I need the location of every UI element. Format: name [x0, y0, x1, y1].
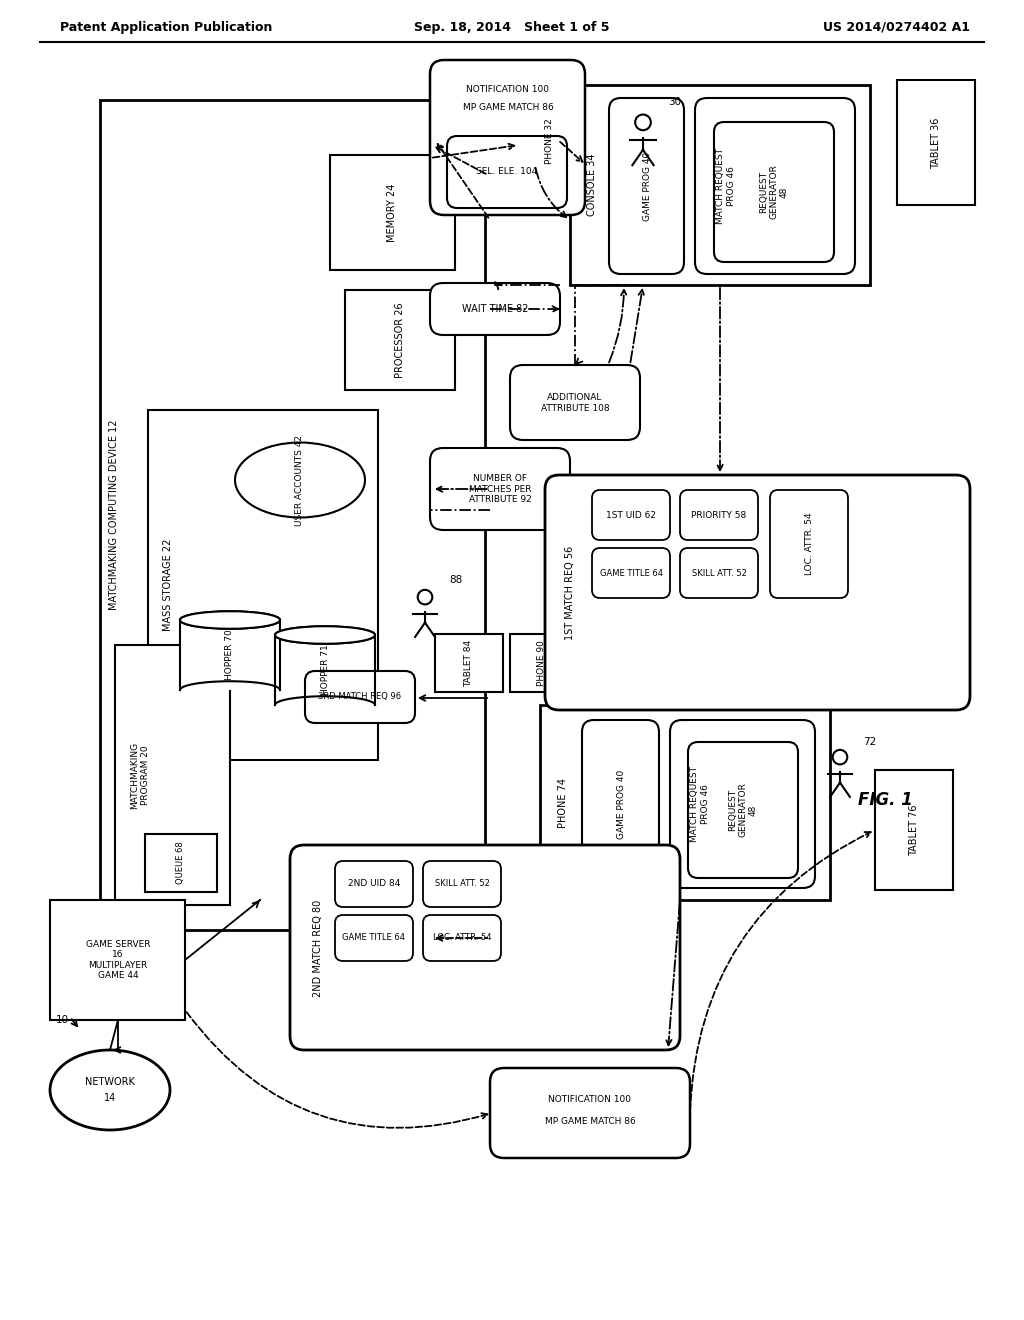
FancyBboxPatch shape [335, 915, 413, 961]
Text: SKILL ATT. 52: SKILL ATT. 52 [691, 569, 746, 578]
Text: FIG. 1: FIG. 1 [858, 791, 912, 809]
Text: MP GAME MATCH 86: MP GAME MATCH 86 [545, 1118, 635, 1126]
Text: MATCHMAKING
PROGRAM 20: MATCHMAKING PROGRAM 20 [130, 742, 150, 809]
Text: NOTIFICATION 100: NOTIFICATION 100 [549, 1096, 632, 1105]
Text: 2ND MATCH REQ 80: 2ND MATCH REQ 80 [313, 899, 323, 997]
Text: NOTIFICATION 100: NOTIFICATION 100 [467, 86, 550, 95]
Bar [100, 100, 485, 931]
Text: REQUEST
GENERATOR
48: REQUEST GENERATOR 48 [759, 165, 788, 219]
Text: MATCH REQUEST
PROG 46: MATCH REQUEST PROG 46 [690, 766, 710, 842]
Text: GAME PROG 40: GAME PROG 40 [616, 770, 626, 838]
Bar [874, 770, 953, 890]
Text: NUMBER OF
MATCHES PER
ATTRIBUTE 92: NUMBER OF MATCHES PER ATTRIBUTE 92 [469, 474, 531, 504]
Text: LOC. ATTR. 54: LOC. ATTR. 54 [805, 512, 813, 576]
Text: PHONE 32: PHONE 32 [546, 117, 555, 164]
Bar [435, 634, 503, 692]
FancyBboxPatch shape [430, 282, 560, 335]
FancyBboxPatch shape [335, 861, 413, 907]
Text: US 2014/0274402 A1: US 2014/0274402 A1 [823, 21, 970, 33]
Text: GAME SERVER
16
MULTIPLAYER
GAME 44: GAME SERVER 16 MULTIPLAYER GAME 44 [86, 940, 151, 979]
Text: HOPPER 71: HOPPER 71 [321, 644, 330, 696]
FancyBboxPatch shape [695, 98, 855, 275]
Text: 10: 10 [55, 1015, 69, 1026]
Text: 14: 14 [103, 1093, 116, 1104]
Bar [345, 290, 455, 389]
Text: NETWORK: NETWORK [85, 1077, 135, 1086]
Text: GAME TITLE 64: GAME TITLE 64 [599, 569, 663, 578]
Text: REQUEST
GENERATOR
48: REQUEST GENERATOR 48 [728, 783, 758, 837]
Text: MATCH REQUEST
PROG 46: MATCH REQUEST PROG 46 [717, 148, 735, 224]
Bar [275, 635, 375, 705]
FancyBboxPatch shape [447, 136, 567, 209]
FancyBboxPatch shape [680, 548, 758, 598]
Text: GAME PROG 40: GAME PROG 40 [642, 152, 651, 220]
Ellipse shape [180, 611, 280, 628]
Bar [510, 634, 575, 692]
Text: 2ND UID 84: 2ND UID 84 [348, 879, 400, 888]
FancyBboxPatch shape [609, 98, 684, 275]
Text: 30: 30 [668, 96, 681, 107]
Text: MASS STORAGE 22: MASS STORAGE 22 [163, 539, 173, 631]
Text: PHONE 74: PHONE 74 [558, 777, 568, 828]
FancyBboxPatch shape [510, 366, 640, 440]
Text: PRIORITY 58: PRIORITY 58 [691, 511, 746, 520]
Ellipse shape [50, 1049, 170, 1130]
Text: ADDITIONAL
ATTRIBUTE 108: ADDITIONAL ATTRIBUTE 108 [541, 393, 609, 413]
Text: CONSOLE 34: CONSOLE 34 [587, 153, 597, 216]
FancyBboxPatch shape [430, 447, 570, 531]
Text: GAME TITLE 64: GAME TITLE 64 [342, 933, 406, 942]
Text: MP GAME MATCH 86: MP GAME MATCH 86 [463, 103, 553, 112]
Ellipse shape [275, 626, 375, 644]
FancyBboxPatch shape [770, 490, 848, 598]
Text: Patent Application Publication: Patent Application Publication [60, 21, 272, 33]
FancyBboxPatch shape [688, 742, 798, 878]
FancyBboxPatch shape [490, 1068, 690, 1158]
Bar [330, 154, 455, 271]
FancyBboxPatch shape [670, 719, 815, 888]
Bar [148, 411, 378, 760]
Text: 1ST UID 62: 1ST UID 62 [606, 511, 656, 520]
Text: HOPPER 70: HOPPER 70 [225, 630, 234, 680]
Text: USER ACCOUNTS 42: USER ACCOUNTS 42 [296, 434, 304, 525]
Text: QUEUE 68: QUEUE 68 [176, 842, 185, 884]
FancyBboxPatch shape [290, 845, 680, 1049]
Text: SKILL ATT. 52: SKILL ATT. 52 [434, 879, 489, 888]
Bar [180, 620, 280, 690]
FancyBboxPatch shape [592, 490, 670, 540]
Text: 1ST MATCH REQ 56: 1ST MATCH REQ 56 [565, 546, 575, 640]
Text: 3RD MATCH REQ 96: 3RD MATCH REQ 96 [318, 693, 401, 701]
Text: LOC. ATTR. 54: LOC. ATTR. 54 [433, 933, 492, 942]
Text: MEMORY 24: MEMORY 24 [387, 183, 397, 242]
Bar [897, 81, 975, 205]
FancyBboxPatch shape [430, 59, 585, 215]
Text: PROCESSOR 26: PROCESSOR 26 [395, 302, 406, 378]
Text: 88: 88 [449, 576, 462, 585]
Bar [540, 705, 830, 900]
FancyBboxPatch shape [545, 475, 970, 710]
Text: WAIT TIME 82: WAIT TIME 82 [462, 304, 528, 314]
Text: 72: 72 [863, 737, 877, 747]
FancyBboxPatch shape [680, 490, 758, 540]
FancyBboxPatch shape [423, 915, 501, 961]
FancyBboxPatch shape [582, 719, 659, 888]
FancyBboxPatch shape [592, 548, 670, 598]
Bar [519, 110, 581, 172]
FancyBboxPatch shape [305, 671, 415, 723]
Bar [145, 834, 217, 892]
FancyBboxPatch shape [423, 861, 501, 907]
Text: MATCHMAKING COMPUTING DEVICE 12: MATCHMAKING COMPUTING DEVICE 12 [109, 420, 119, 610]
Text: TABLET 36: TABLET 36 [931, 117, 941, 169]
FancyBboxPatch shape [714, 121, 834, 261]
Ellipse shape [275, 626, 375, 644]
Bar [570, 84, 870, 285]
Text: TABLET 76: TABLET 76 [909, 804, 919, 855]
Ellipse shape [180, 611, 280, 628]
Text: Sep. 18, 2014   Sheet 1 of 5: Sep. 18, 2014 Sheet 1 of 5 [415, 21, 609, 33]
Ellipse shape [234, 442, 365, 517]
Text: SEL. ELE. 104: SEL. ELE. 104 [476, 168, 538, 177]
Text: PHONE 90: PHONE 90 [538, 640, 547, 686]
Text: TABLET 84: TABLET 84 [465, 639, 473, 686]
Bar [115, 645, 230, 906]
Bar [50, 900, 185, 1020]
